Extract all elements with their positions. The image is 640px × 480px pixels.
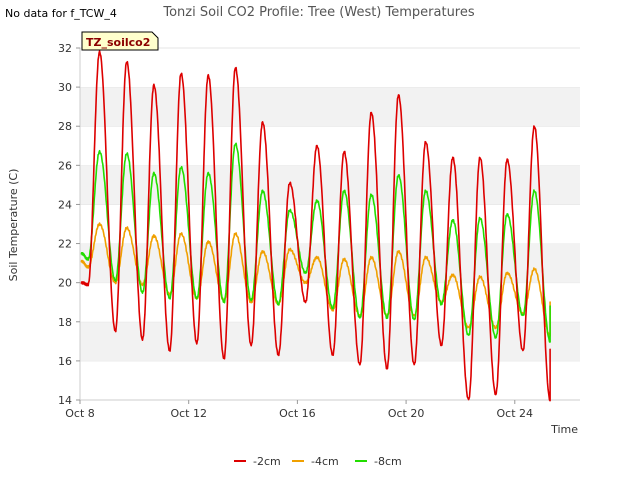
y-tick-label: 20 (58, 277, 72, 290)
legend-label: -4cm (311, 455, 339, 468)
series-lines (80, 50, 551, 402)
x-axis-ticks: Oct 8 Oct 12 Oct 16 Oct 20 Oct 24 (65, 400, 533, 420)
y-tick-label: 26 (58, 159, 72, 172)
series-line-2cm (80, 50, 551, 402)
x-axis-label: Time (550, 423, 578, 436)
series-line-4cm (80, 222, 551, 338)
x-tick-label: Oct 24 (497, 407, 534, 420)
plot-frame (79, 48, 580, 401)
grid-band (80, 87, 580, 127)
site-badge-label: TZ_soilco2 (86, 36, 150, 49)
x-tick-label: Oct 20 (388, 407, 425, 420)
legend-label: -2cm (253, 455, 281, 468)
legend: -2cm -4cm -8cm (234, 455, 402, 468)
chart-title: Tonzi Soil CO2 Profile: Tree (West) Temp… (162, 5, 475, 20)
y-tick-label: 18 (58, 316, 72, 329)
x-tick-label: Oct 8 (65, 407, 95, 420)
site-badge: TZ_soilco2 (81, 31, 159, 51)
y-tick-label: 28 (58, 120, 72, 133)
y-tick-label: 24 (58, 198, 72, 211)
series-line-8cm (80, 142, 551, 343)
x-tick-label: Oct 12 (170, 407, 207, 420)
y-tick-label: 30 (58, 81, 72, 94)
y-axis-ticks: 14 16 18 20 22 24 26 28 30 32 (58, 42, 80, 407)
grid-band (80, 126, 580, 166)
y-axis-label: Soil Temperature (C) (7, 169, 20, 282)
y-tick-label: 32 (58, 42, 72, 55)
grid-band (80, 48, 580, 88)
legend-label: -8cm (374, 455, 402, 468)
y-tick-label: 22 (58, 238, 72, 251)
y-tick-label: 16 (58, 355, 72, 368)
grid-band (80, 165, 580, 205)
x-tick-label: Oct 16 (279, 407, 316, 420)
y-tick-label: 14 (58, 394, 72, 407)
no-data-message: No data for f_TCW_4 (5, 7, 117, 20)
grid-band (80, 360, 580, 400)
